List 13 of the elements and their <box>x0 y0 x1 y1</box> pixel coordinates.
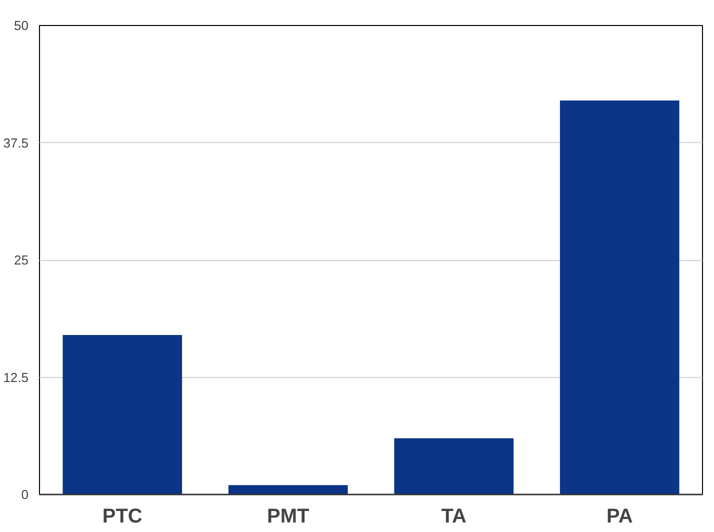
y-tick-label: 12.5 <box>3 370 29 385</box>
x-tick-label: PMT <box>267 506 310 528</box>
bar <box>228 485 348 494</box>
bar <box>394 438 514 494</box>
bar <box>62 335 182 494</box>
x-tick-label: PTC <box>102 506 142 528</box>
y-tick-label: 50 <box>14 18 29 33</box>
y-tick-label: 0 <box>21 487 29 502</box>
x-tick-label: PA <box>606 506 633 528</box>
bar <box>560 100 680 494</box>
x-tick-label: TA <box>441 506 466 528</box>
y-tick-label: 25 <box>14 252 29 268</box>
y-tick-label: 37.5 <box>3 135 29 150</box>
